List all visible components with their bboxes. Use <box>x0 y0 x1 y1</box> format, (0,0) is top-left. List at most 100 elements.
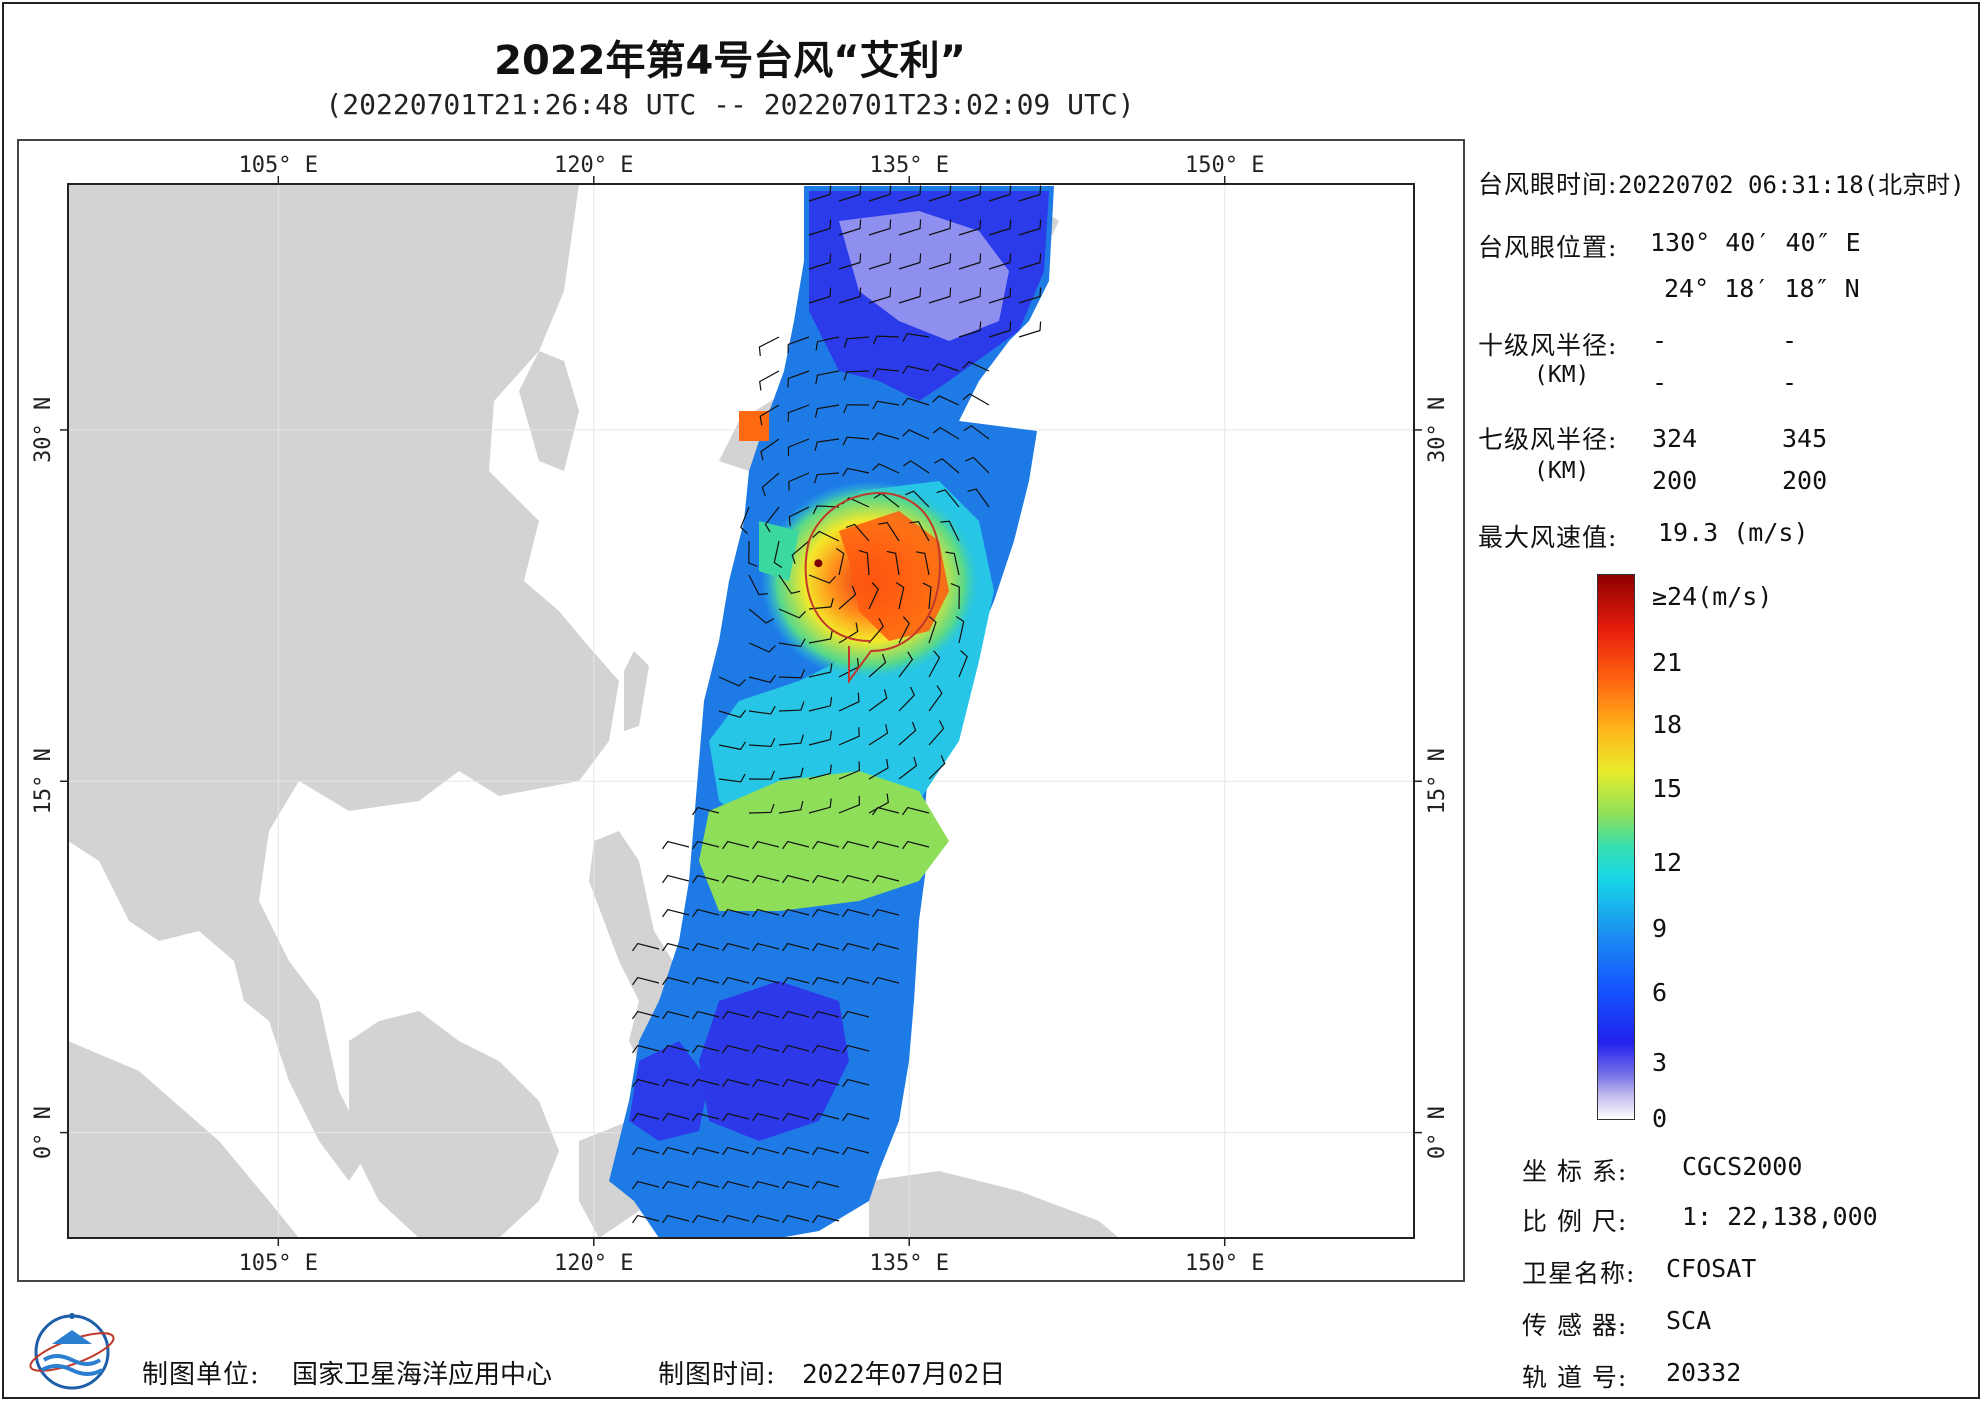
wind-barb <box>778 767 804 780</box>
wind-barb <box>808 764 832 780</box>
wind-field-map[interactable]: 105° E 105° E 120° E 120° E 135° E 135° E 150°… <box>19 141 1463 1280</box>
r10-ne: - <box>1652 326 1668 355</box>
wind-barb <box>842 436 870 446</box>
wind-barb <box>662 1146 690 1156</box>
swath-low-south <box>699 981 849 1141</box>
wind-barb <box>748 574 768 596</box>
legend-tick: 9 <box>1652 914 1668 943</box>
wind-barb <box>838 219 862 236</box>
wind-barb <box>748 674 776 684</box>
wind-barb <box>940 520 960 542</box>
wind-barb <box>692 942 720 952</box>
wind-barb <box>632 976 660 986</box>
wind-barb <box>748 705 776 715</box>
wind-barb <box>898 219 922 236</box>
wind-barb <box>692 1214 720 1224</box>
lat-label-left: 0° N <box>31 1106 56 1159</box>
swath-patch-w <box>759 521 799 581</box>
wind-barb <box>812 840 840 850</box>
wind-barb <box>838 692 860 712</box>
wind-barb <box>692 1112 720 1122</box>
wind-barb <box>868 582 880 610</box>
satellite-label: 卫星名称: <box>1522 1259 1636 1288</box>
wind-barb <box>1018 185 1042 202</box>
wind-barb <box>812 1214 840 1224</box>
map-panel[interactable]: 105° E 105° E 120° E 120° E 135° E 135° E 150°… <box>17 139 1465 1282</box>
storm-max-wind <box>839 511 949 641</box>
wind-barb <box>845 523 870 542</box>
wind-barb <box>962 361 990 372</box>
scale-label: 比 例 尺: <box>1522 1207 1628 1236</box>
swath-high-cell <box>739 411 769 441</box>
r10-nw: - <box>1782 368 1798 397</box>
eye-pos-label: 台风眼位置: <box>1478 233 1618 262</box>
wind-barb <box>662 1112 690 1122</box>
wind-barb <box>958 253 982 270</box>
wind-barb <box>928 185 952 202</box>
wind-swath <box>609 186 1054 1238</box>
wind-barb <box>752 1180 780 1190</box>
wind-barb <box>964 456 990 474</box>
wind-barb <box>692 840 720 850</box>
legend-tick: 12 <box>1652 848 1683 877</box>
wind-barb <box>988 287 1012 304</box>
lon-label-bottom: 135° E <box>870 1251 949 1276</box>
wind-barb <box>843 404 870 414</box>
axis-labels: 105° E 105° E 120° E 120° E 135° E 135° E 150°… <box>31 153 1450 1276</box>
wind-barb <box>955 616 965 644</box>
wind-barb <box>842 976 870 986</box>
wind-barb <box>872 400 900 410</box>
wind-barb <box>868 185 892 202</box>
r7-label: 七级风半径: <box>1478 425 1618 454</box>
wind-barb <box>632 1180 660 1190</box>
wind-barb <box>872 335 900 345</box>
date-label: 制图时间: <box>658 1360 776 1390</box>
wind-barb <box>932 426 960 440</box>
wind-barb <box>868 618 885 644</box>
wind-barb <box>838 287 862 304</box>
wind-barb <box>812 530 840 542</box>
sensor-label: 传 感 器: <box>1522 1311 1628 1340</box>
orbit-label: 轨 道 号: <box>1522 1363 1628 1392</box>
wind-barb <box>778 734 804 746</box>
wind-barb <box>782 1180 810 1190</box>
wind-barb <box>812 1180 840 1190</box>
orbit-value: 20332 <box>1666 1358 1742 1387</box>
wind-barb <box>842 1146 870 1156</box>
wind-barb <box>748 608 775 624</box>
wind-barb <box>895 582 905 610</box>
wind-barb <box>778 608 806 619</box>
wind-barb <box>958 650 968 678</box>
wind-barb <box>902 429 930 440</box>
wind-barb <box>752 1044 780 1054</box>
r7-se: 345 <box>1782 424 1828 453</box>
wind-barb <box>632 1010 660 1020</box>
wind-barb <box>782 840 810 850</box>
wind-barb <box>748 803 775 814</box>
wind-barb <box>740 506 750 534</box>
wind-barb <box>758 336 780 357</box>
wind-barb <box>748 642 776 653</box>
wind-barb <box>898 616 910 644</box>
wind-barb <box>868 724 889 746</box>
land-layer <box>68 184 1119 1238</box>
wind-barb <box>788 506 810 526</box>
wind-barb <box>662 840 690 850</box>
wind-barb <box>872 874 900 884</box>
wind-barb <box>748 770 775 780</box>
wind-barb <box>838 622 859 644</box>
wind-barb <box>928 650 941 678</box>
wind-barb <box>722 1044 750 1054</box>
wind-barb <box>808 663 833 678</box>
wind-barb <box>722 1146 750 1156</box>
wind-barb <box>722 1214 750 1224</box>
wind-barb <box>808 630 833 644</box>
wind-barb <box>752 1112 780 1122</box>
wind-barb <box>988 219 1012 236</box>
wind-barb <box>835 548 845 576</box>
wind-barb <box>782 1078 810 1088</box>
wind-barb <box>752 976 780 986</box>
wind-barb <box>752 1214 780 1224</box>
wind-barb <box>752 840 780 850</box>
new-guinea <box>869 1171 1119 1238</box>
